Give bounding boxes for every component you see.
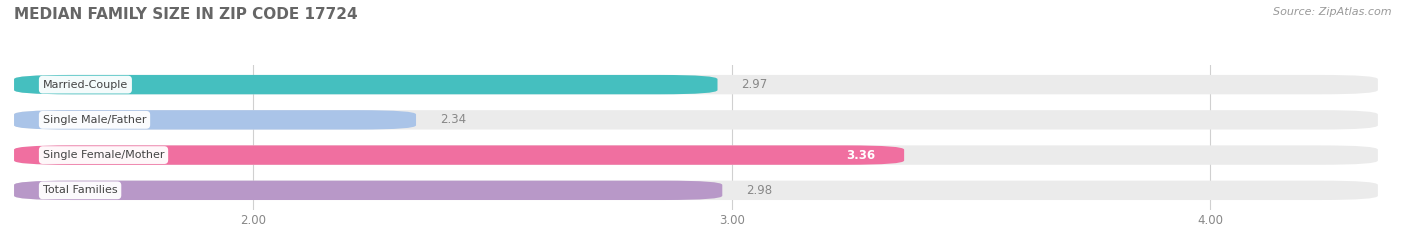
Text: 3.36: 3.36: [846, 149, 876, 162]
FancyBboxPatch shape: [14, 75, 717, 94]
Text: Married-Couple: Married-Couple: [42, 80, 128, 90]
FancyBboxPatch shape: [14, 145, 1378, 165]
Text: 2.97: 2.97: [741, 78, 768, 91]
Text: Source: ZipAtlas.com: Source: ZipAtlas.com: [1274, 7, 1392, 17]
Text: MEDIAN FAMILY SIZE IN ZIP CODE 17724: MEDIAN FAMILY SIZE IN ZIP CODE 17724: [14, 7, 357, 22]
Text: 2.98: 2.98: [747, 184, 772, 197]
Text: 2.34: 2.34: [440, 113, 465, 126]
FancyBboxPatch shape: [14, 110, 416, 130]
Text: Single Female/Mother: Single Female/Mother: [42, 150, 165, 160]
FancyBboxPatch shape: [14, 145, 904, 165]
FancyBboxPatch shape: [14, 181, 1378, 200]
Text: Total Families: Total Families: [42, 185, 117, 195]
FancyBboxPatch shape: [14, 110, 1378, 130]
Text: Single Male/Father: Single Male/Father: [42, 115, 146, 125]
FancyBboxPatch shape: [14, 75, 1378, 94]
FancyBboxPatch shape: [14, 181, 723, 200]
